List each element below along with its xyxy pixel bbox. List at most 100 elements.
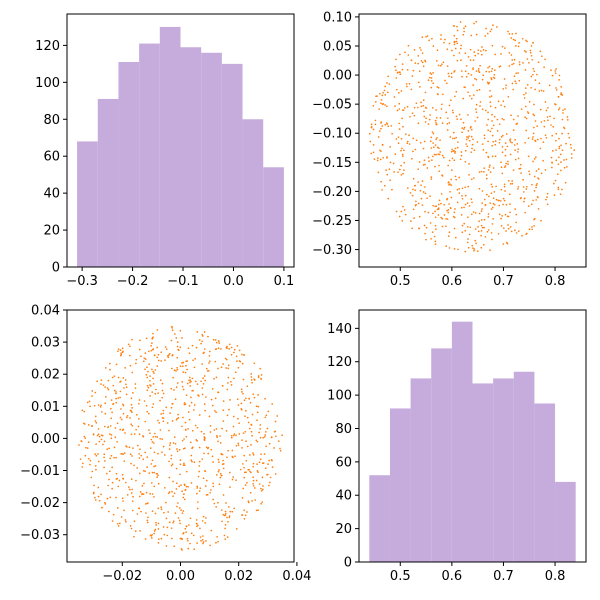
scatter-point [404, 51, 406, 54]
scatter-point [120, 515, 123, 518]
scatter-point [451, 109, 454, 112]
scatter-point [135, 428, 137, 431]
scatter-point [412, 188, 414, 191]
scatter-point [517, 185, 520, 188]
scatter-point [156, 476, 158, 478]
scatter-point [487, 213, 490, 215]
scatter-point [190, 401, 193, 404]
scatter-point [530, 75, 533, 78]
histogram-bar [513, 371, 535, 562]
histogram-bar [159, 26, 181, 267]
histogram-bar [555, 481, 576, 562]
scatter-point [535, 184, 538, 187]
scatter-point [268, 484, 270, 487]
scatter-point [481, 143, 484, 146]
scatter-point [540, 55, 543, 58]
scatter-point [144, 451, 146, 454]
scatter-point [393, 171, 395, 173]
scatter-point [378, 108, 381, 110]
scatter-point [171, 537, 173, 540]
scatter-point [372, 151, 375, 154]
scatter-point [195, 519, 198, 521]
scatter-point [403, 161, 406, 164]
scatter-point [165, 406, 168, 409]
scatter-point [196, 542, 198, 544]
scatter-point [203, 438, 206, 441]
scatter-point [414, 189, 417, 192]
scatter-point [518, 63, 521, 66]
scatter-point [170, 457, 173, 460]
scatter-point [95, 421, 98, 424]
scatter-point [370, 126, 373, 128]
scatter-point [163, 486, 166, 489]
scatter-point [510, 230, 513, 233]
scatter-point [155, 388, 157, 391]
scatter-point [415, 200, 417, 203]
scatter-point [501, 134, 504, 137]
scatter-point [525, 92, 527, 94]
scatter-point [439, 151, 442, 153]
scatter-point [455, 37, 458, 40]
scatter-point [139, 448, 141, 451]
scatter-point [490, 70, 493, 73]
scatter-point [423, 140, 426, 143]
scatter-point [466, 241, 469, 244]
scatter-point [472, 67, 474, 69]
scatter-point [217, 458, 220, 461]
scatter-point [417, 62, 419, 65]
scatter-point [180, 484, 182, 486]
scatter-point [406, 142, 409, 145]
scatter-point [82, 462, 84, 465]
plot-area [369, 321, 576, 562]
scatter-point [431, 231, 434, 233]
scatter-point [157, 419, 159, 422]
scatter-point [412, 177, 415, 180]
scatter-point [238, 360, 241, 362]
scatter-point [90, 476, 93, 479]
scatter-point [226, 388, 229, 391]
scatter-point [570, 153, 573, 155]
scatter-point [368, 132, 371, 135]
scatter-point [453, 227, 456, 230]
scatter-point [395, 210, 398, 213]
scatter-point [474, 228, 477, 230]
scatter-point [472, 94, 475, 96]
scatter-point [523, 97, 526, 99]
scatter-point [205, 367, 208, 370]
scatter-point [482, 74, 485, 77]
scatter-point [470, 125, 472, 128]
scatter-point [422, 65, 425, 68]
scatter-point [94, 496, 96, 499]
scatter-point [394, 65, 396, 68]
scatter-point [103, 425, 106, 428]
scatter-point [122, 377, 125, 379]
scatter-point [121, 497, 124, 500]
scatter-point [411, 112, 414, 115]
scatter-point [484, 204, 487, 207]
scatter-point [94, 415, 97, 418]
histogram-bar [242, 119, 264, 267]
scatter-point [185, 435, 188, 438]
scatter-point [419, 141, 422, 144]
scatter-point [243, 476, 246, 479]
scatter-point [512, 129, 515, 131]
scatter-point [483, 226, 486, 229]
scatter-point [150, 482, 153, 484]
scatter-point [269, 476, 272, 479]
scatter-point [227, 364, 230, 367]
scatter-point [509, 141, 512, 143]
scatter-point [185, 531, 187, 533]
scatter-point [412, 208, 415, 211]
scatter-point [441, 122, 444, 125]
scatter-point [464, 186, 466, 189]
scatter-point [398, 108, 401, 110]
scatter-point [186, 382, 189, 385]
scatter-point [492, 197, 495, 200]
scatter-point [403, 107, 406, 109]
scatter-point [381, 189, 383, 191]
scatter-point [561, 94, 564, 96]
scatter-point [398, 215, 401, 218]
scatter-point [488, 166, 491, 168]
scatter-point [400, 174, 403, 176]
y-tick-label: 40 [335, 489, 352, 504]
